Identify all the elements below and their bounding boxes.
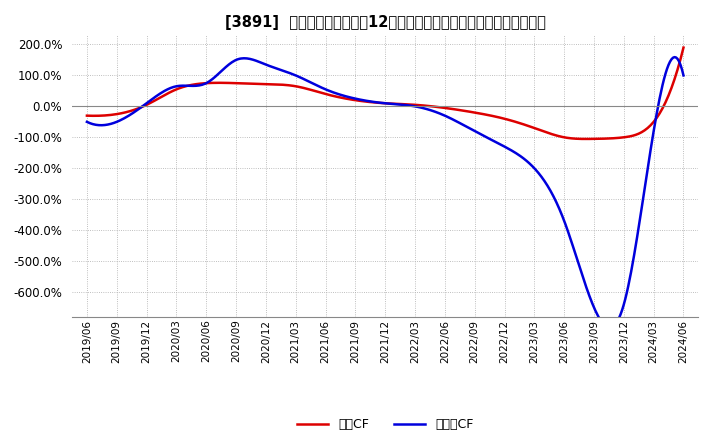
フリーCF [606, 325, 615, 330]
営業CF [277, 82, 286, 87]
営業CF [679, 45, 688, 50]
フリーCF [679, 73, 688, 78]
営業CF [319, 91, 328, 96]
営業CF [516, 121, 525, 126]
営業CF [582, 136, 590, 142]
営業CF [458, 108, 467, 113]
営業CF [154, 96, 163, 101]
フリーCF [83, 119, 91, 125]
営業CF [83, 113, 91, 118]
フリーCF [154, 92, 163, 97]
フリーCF [458, 122, 467, 127]
Line: フリーCF: フリーCF [87, 57, 683, 328]
Line: 営業CF: 営業CF [87, 48, 683, 139]
フリーCF [670, 55, 679, 60]
営業CF [513, 120, 522, 125]
Legend: 営業CF, フリーCF: 営業CF, フリーCF [292, 413, 479, 436]
フリーCF [513, 151, 522, 157]
フリーCF [319, 86, 328, 91]
Title: [3891]  キャッシュフローの12か月移動合計の対前年同期増減率の推移: [3891] キャッシュフローの12か月移動合計の対前年同期増減率の推移 [225, 15, 546, 30]
フリーCF [516, 154, 525, 159]
フリーCF [277, 67, 286, 73]
